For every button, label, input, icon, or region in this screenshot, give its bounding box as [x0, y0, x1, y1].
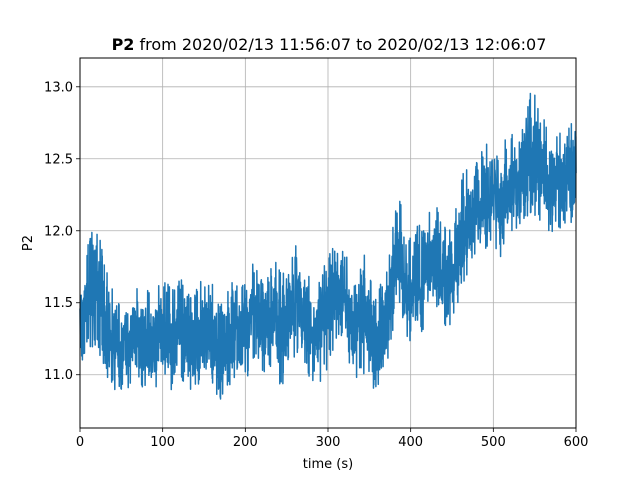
y-tick-label: 12.0 — [44, 224, 73, 239]
x-tick-label: 300 — [316, 435, 341, 450]
x-axis: 0 100 200 300 400 500 600 — [76, 428, 589, 450]
x-axis-label: time (s) — [303, 457, 353, 472]
chart-title: P2 from 2020/02/13 11:56:07 to 2020/02/1… — [112, 35, 547, 54]
y-tick-label: 11.0 — [44, 368, 73, 383]
chart-title-bold: P2 — [112, 35, 135, 54]
y-axis-label: P2 — [21, 235, 36, 251]
x-tick-label: 500 — [481, 435, 506, 450]
y-tick-label: 11.5 — [44, 296, 73, 311]
x-tick-label: 0 — [76, 435, 84, 450]
y-tick-label: 12.5 — [44, 152, 73, 167]
x-tick-label: 200 — [233, 435, 258, 450]
chart-title-rest: from 2020/02/13 11:56:07 to 2020/02/13 1… — [134, 35, 546, 54]
series-group — [79, 92, 577, 400]
y-tick-label: 13.0 — [44, 80, 73, 95]
x-tick-label: 600 — [564, 435, 589, 450]
series-line-p2 — [79, 92, 577, 400]
x-tick-label: 400 — [398, 435, 423, 450]
x-tick-label: 100 — [150, 435, 175, 450]
y-axis: 11.0 11.5 12.0 12.5 13.0 — [44, 80, 80, 383]
